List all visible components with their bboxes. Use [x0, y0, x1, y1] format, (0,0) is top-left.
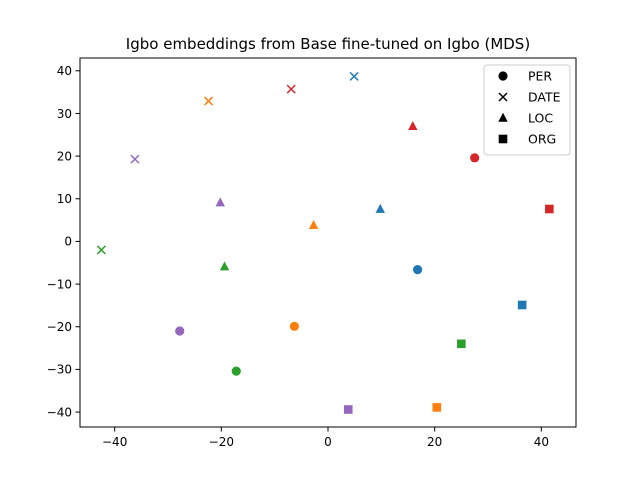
- data-point-blue-square: [517, 300, 527, 310]
- data-point-green-square: [457, 339, 466, 349]
- data-point-green-triangle: [219, 261, 230, 271]
- y-tick-label: 30: [57, 107, 72, 121]
- x-tick-label: 40: [534, 435, 549, 449]
- legend-label-per: PER: [528, 69, 552, 84]
- legend-square-icon: [498, 134, 508, 144]
- data-point-orange-x: [204, 96, 214, 106]
- data-points: [96, 71, 554, 414]
- legend-label-date: DATE: [528, 90, 561, 105]
- data-point-purple-triangle: [215, 197, 225, 207]
- legend-label-loc: LOC: [528, 111, 553, 126]
- data-point-green-x: [96, 245, 106, 255]
- data-point-orange-triangle: [308, 220, 319, 230]
- y-tick-label: 20: [57, 149, 72, 163]
- legend-box: [483, 64, 571, 156]
- x-tick-label: −40: [102, 435, 127, 449]
- x-tick-label: 20: [427, 435, 442, 449]
- data-point-orange-square: [432, 403, 442, 412]
- legend-circle-icon: [498, 71, 508, 81]
- axis-ticks: −40 −20 0 20 40 −40 −30 −20 −10 0 10 20 30 40: [47, 64, 549, 449]
- data-point-green-circle: [231, 366, 241, 376]
- data-point-purple-square: [343, 405, 353, 414]
- y-tick-label: 40: [57, 64, 72, 78]
- data-point-purple-circle: [175, 326, 185, 336]
- y-tick-label: 0: [64, 235, 72, 249]
- y-tick-label: 10: [57, 192, 72, 206]
- chart-title: Igbo embeddings from Base fine-tuned on …: [126, 35, 530, 53]
- data-point-blue-x: [349, 71, 359, 81]
- legend: PER DATE LOC ORG: [483, 64, 571, 156]
- y-tick-label: −20: [47, 320, 72, 334]
- x-tick-label: −20: [209, 435, 234, 449]
- data-point-red-x: [286, 84, 296, 94]
- legend-label-org: ORG: [528, 132, 556, 147]
- legend-x-icon: [498, 92, 508, 102]
- data-point-orange-circle: [289, 321, 299, 331]
- y-tick-label: −40: [47, 405, 72, 419]
- legend-triangle-icon: [498, 112, 508, 122]
- data-point-red-square: [545, 204, 554, 214]
- plot-area-frame: [79, 57, 577, 428]
- data-point-red-triangle: [408, 121, 418, 131]
- y-tick-label: −10: [47, 277, 72, 291]
- x-tick-label: 0: [324, 435, 332, 449]
- data-point-blue-triangle: [375, 203, 385, 213]
- y-tick-label: −30: [47, 363, 72, 377]
- data-point-red-circle: [470, 153, 480, 163]
- data-point-blue-circle: [413, 264, 423, 275]
- data-point-purple-x: [130, 154, 140, 164]
